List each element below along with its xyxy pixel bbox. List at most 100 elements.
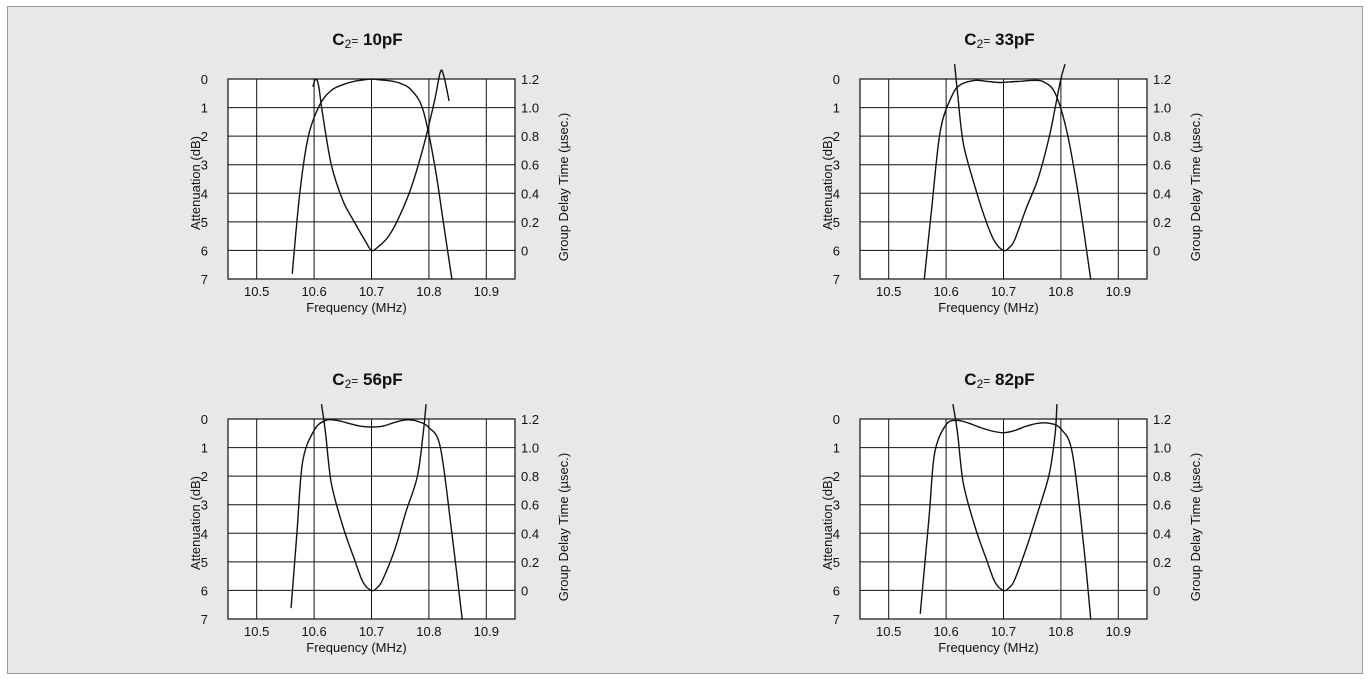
x-tick-label: 10.9 xyxy=(1106,284,1131,299)
y-tick-label: 1 xyxy=(201,101,208,116)
y-tick-label: 2 xyxy=(201,469,208,484)
x-axis-label: Frequency (MHz) xyxy=(938,300,1038,315)
y-axis-label: Attenuation (dB) xyxy=(188,476,203,570)
y-axis-label: Attenuation (dB) xyxy=(820,476,835,570)
y-tick-label: 5 xyxy=(833,555,840,570)
title-value: 82pF xyxy=(990,370,1034,389)
y2-tick-label: 0.6 xyxy=(1153,498,1171,513)
y2-tick-label: 0.2 xyxy=(521,215,539,230)
chart-title: C2= 33pF xyxy=(964,30,1034,51)
y-tick-label: 0 xyxy=(833,72,840,87)
title-main: C xyxy=(332,30,344,49)
y-tick-label: 4 xyxy=(201,186,208,201)
y2-tick-label: 0.4 xyxy=(521,186,539,201)
y2-tick-label: 0.8 xyxy=(1153,469,1171,484)
y-tick-label: 2 xyxy=(833,129,840,144)
y-tick-label: 6 xyxy=(833,243,840,258)
y2-tick-label: 0.4 xyxy=(521,526,539,541)
y2-axis-label: Group Delay Time (µsec.) xyxy=(1188,453,1203,601)
y2-tick-label: 0 xyxy=(1153,243,1160,258)
y2-tick-label: 0.6 xyxy=(521,158,539,173)
y2-tick-label: 0.4 xyxy=(1153,526,1171,541)
x-tick-label: 10.9 xyxy=(474,624,499,639)
x-tick-label: 10.5 xyxy=(876,624,901,639)
x-tick-label: 10.8 xyxy=(1048,284,1073,299)
chart-title: C2= 56pF xyxy=(332,370,402,391)
y2-tick-label: 0.8 xyxy=(521,129,539,144)
y-tick-label: 4 xyxy=(833,526,840,541)
x-tick-label: 10.9 xyxy=(474,284,499,299)
title-value: 56pF xyxy=(358,370,402,389)
x-tick-label: 10.7 xyxy=(359,284,384,299)
x-tick-label: 10.5 xyxy=(244,284,269,299)
y-axis-label: Attenuation (dB) xyxy=(820,136,835,230)
x-tick-label: 10.7 xyxy=(359,624,384,639)
x-tick-label: 10.6 xyxy=(301,624,326,639)
x-tick-label: 10.6 xyxy=(301,284,326,299)
y-tick-label: 5 xyxy=(201,555,208,570)
x-tick-label: 10.8 xyxy=(416,624,441,639)
group-delay-curve xyxy=(952,404,1058,592)
title-subscript: 2 xyxy=(977,377,984,391)
y-tick-label: 7 xyxy=(833,612,840,627)
x-tick-label: 10.5 xyxy=(876,284,901,299)
y2-axis-label: Group Delay Time (µsec.) xyxy=(556,453,571,601)
x-tick-label: 10.8 xyxy=(1048,624,1073,639)
y2-tick-label: 1.2 xyxy=(521,72,539,87)
y-tick-label: 6 xyxy=(201,583,208,598)
x-axis-label: Frequency (MHz) xyxy=(938,640,1038,655)
y-tick-label: 0 xyxy=(201,412,208,427)
y-tick-label: 7 xyxy=(201,272,208,287)
x-tick-label: 10.9 xyxy=(1106,624,1131,639)
y-tick-label: 2 xyxy=(833,469,840,484)
x-tick-label: 10.7 xyxy=(991,624,1016,639)
x-axis-label: Frequency (MHz) xyxy=(306,640,406,655)
y-tick-label: 1 xyxy=(833,441,840,456)
y2-tick-label: 1.0 xyxy=(1153,441,1171,456)
y-tick-label: 3 xyxy=(201,158,208,173)
y2-tick-label: 1.0 xyxy=(521,441,539,456)
title-equals: = xyxy=(351,34,358,48)
x-axis-label: Frequency (MHz) xyxy=(306,300,406,315)
y2-tick-label: 0.8 xyxy=(1153,129,1171,144)
y-tick-label: 3 xyxy=(201,498,208,513)
title-equals: = xyxy=(983,34,990,48)
title-value: 10pF xyxy=(358,30,402,49)
x-tick-label: 10.5 xyxy=(244,624,269,639)
title-equals: = xyxy=(983,374,990,388)
y-tick-label: 0 xyxy=(833,412,840,427)
group-delay-curve xyxy=(312,69,450,252)
x-tick-label: 10.8 xyxy=(416,284,441,299)
x-tick-label: 10.7 xyxy=(991,284,1016,299)
y-tick-label: 5 xyxy=(833,215,840,230)
y-tick-label: 4 xyxy=(201,526,208,541)
y2-tick-label: 0 xyxy=(1153,583,1160,598)
y2-tick-label: 1.0 xyxy=(1153,101,1171,116)
title-equals: = xyxy=(351,374,358,388)
y-tick-label: 1 xyxy=(201,441,208,456)
y-tick-label: 4 xyxy=(833,186,840,201)
y2-tick-label: 0.2 xyxy=(521,555,539,570)
y2-tick-label: 1.2 xyxy=(521,412,539,427)
y2-axis-label: Group Delay Time (µsec.) xyxy=(1188,113,1203,261)
group-delay-curve xyxy=(320,404,427,592)
title-subscript: 2 xyxy=(977,37,984,51)
title-value: 33pF xyxy=(990,30,1034,49)
title-subscript: 2 xyxy=(345,377,352,391)
y-tick-label: 3 xyxy=(833,158,840,173)
y-tick-label: 6 xyxy=(833,583,840,598)
y-tick-label: 6 xyxy=(201,243,208,258)
x-tick-label: 10.6 xyxy=(933,284,958,299)
title-main: C xyxy=(332,370,344,389)
y2-tick-label: 0.6 xyxy=(1153,158,1171,173)
y2-tick-label: 0.2 xyxy=(1153,215,1171,230)
y-tick-label: 3 xyxy=(833,498,840,513)
title-main: C xyxy=(964,370,976,389)
y-tick-label: 2 xyxy=(201,129,208,144)
x-tick-label: 10.6 xyxy=(933,624,958,639)
y2-tick-label: 1.2 xyxy=(1153,412,1171,427)
y2-tick-label: 1.2 xyxy=(1153,72,1171,87)
